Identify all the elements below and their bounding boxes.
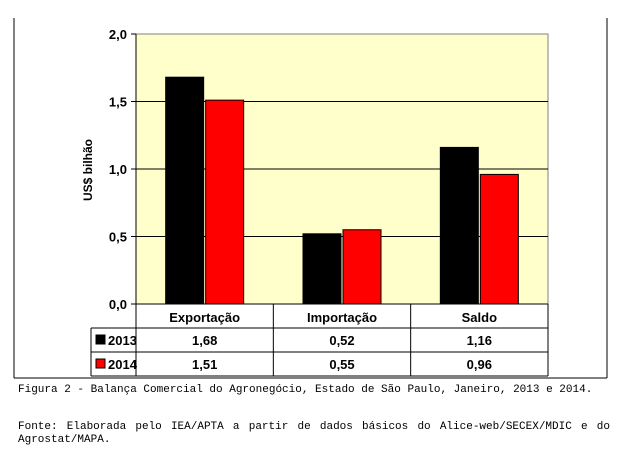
- table-cell-value: 0,52: [329, 333, 354, 348]
- category-label: Saldo: [462, 310, 497, 325]
- y-tick-label: 1,0: [109, 162, 127, 177]
- table-cell-value: 1,51: [192, 357, 217, 372]
- legend-label-2014: 2014: [108, 357, 138, 372]
- bar-2013-1: [302, 233, 342, 305]
- category-label: Exportação: [169, 310, 240, 325]
- bar-2013-2: [439, 146, 479, 305]
- bar-2013-0: [165, 76, 205, 305]
- bar-2014-1: [342, 229, 382, 305]
- category-label: Importação: [307, 310, 377, 325]
- bars: [165, 76, 519, 305]
- y-tick-label: 2,0: [109, 27, 127, 42]
- y-axis-label: US$ bilhão: [81, 139, 95, 201]
- table-cell-value: 1,16: [467, 333, 492, 348]
- gridlines: [136, 101, 548, 237]
- table-cell-value: 0,96: [467, 357, 492, 372]
- data-table: Exportação Importação Saldo 2013 1,68 0,52 1,1…: [90, 303, 549, 377]
- legend-swatch-2014: [95, 358, 106, 369]
- y-tick-label: 0,0: [109, 297, 127, 312]
- figure-caption: Figura 2 - Balança Comercial do Agronegó…: [18, 384, 593, 396]
- chart-svg: 0,0 0,5 1,0 1,5 2,0 US$ bilhão Exportação Imp…: [13, 18, 608, 379]
- legend-swatch-2013: [95, 334, 106, 345]
- bar-2014-0: [205, 99, 245, 305]
- y-tick-label: 0,5: [109, 230, 127, 245]
- bar-2014-2: [479, 173, 519, 305]
- figure-source: Fonte: Elaborada pelo IEA/APTA a partir …: [18, 421, 610, 446]
- table-cell-value: 0,55: [329, 357, 354, 372]
- y-tick-label: 1,5: [109, 95, 127, 110]
- table-cell-value: 1,68: [192, 333, 217, 348]
- y-axis: 0,0 0,5 1,0 1,5 2,0: [109, 27, 137, 312]
- legend-label-2013: 2013: [108, 333, 137, 348]
